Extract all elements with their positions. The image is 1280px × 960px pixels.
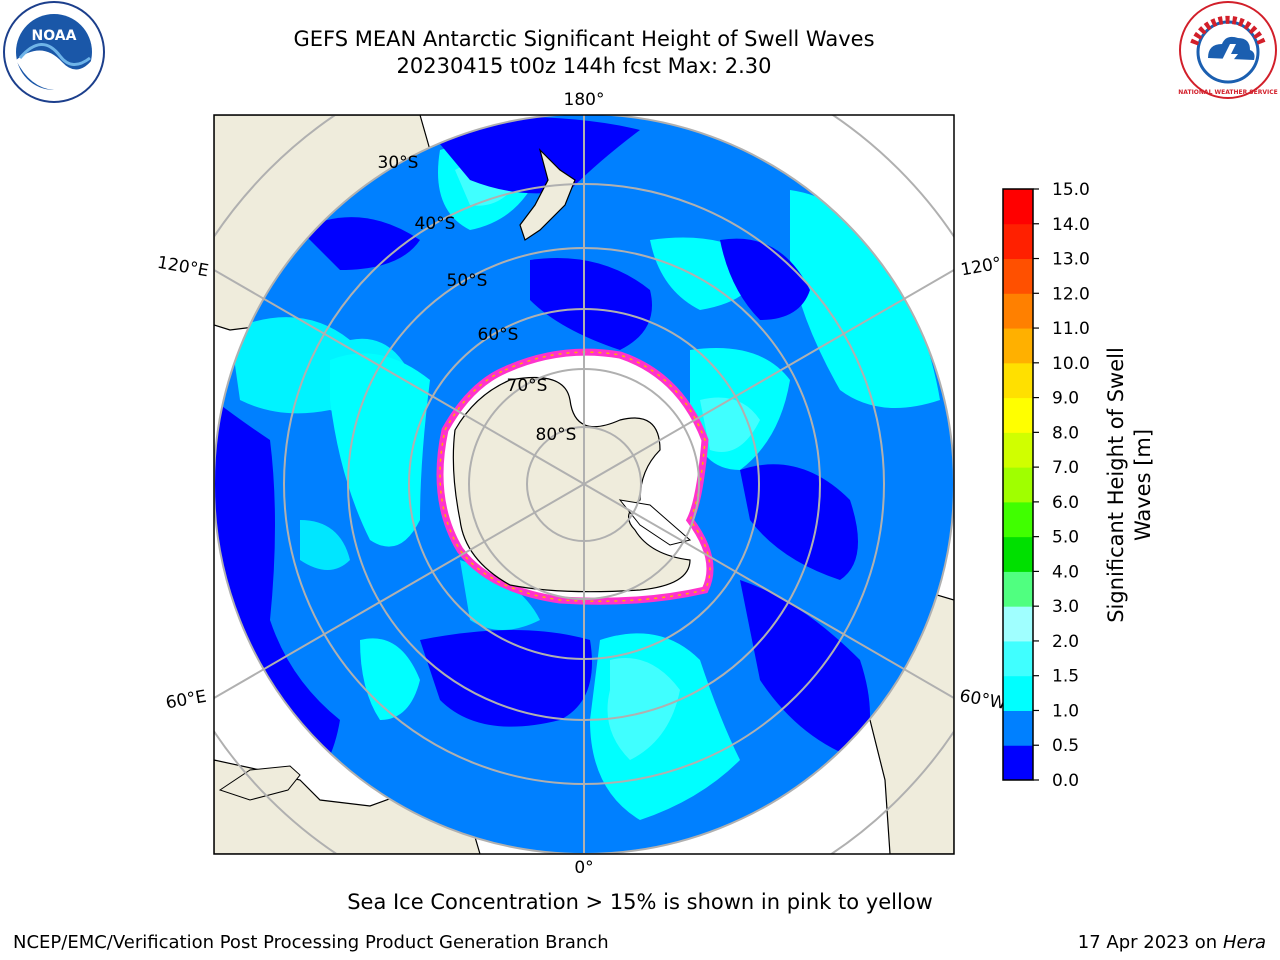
lon-label-120e: 120°E: [156, 253, 210, 282]
lat-label-80s: 80°S: [536, 425, 577, 445]
colorbar-tick-label: 13.0: [1052, 250, 1090, 270]
new-zealand-landmass: [519, 147, 576, 241]
colorbar-tick-label: 3.0: [1052, 597, 1079, 617]
noaa-logo-text: NOAA: [32, 28, 77, 44]
lat-label-50s: 50°S: [447, 271, 488, 291]
colorbar-frame: [1002, 188, 1034, 781]
nws-logo-text: NATIONAL WEATHER SERVICE: [1178, 89, 1277, 96]
colorbar-swatch: [1003, 536, 1033, 572]
colorbar-tick-label: 0.0: [1052, 771, 1079, 791]
colorbar-title-line2: Waves [m]: [1131, 429, 1155, 541]
colorbar-title-line1: Significant Height of Swell: [1104, 347, 1128, 623]
colorbar-swatch: [1003, 640, 1033, 677]
lon-label-180: 180°: [564, 90, 605, 110]
colorbar-swatch: [1003, 710, 1033, 746]
colorbar-tick-label: 0.5: [1052, 736, 1079, 756]
colorbar-tick-label: 1.5: [1052, 667, 1079, 687]
nws-logo: NATIONAL WEATHER SERVICE: [1178, 1, 1278, 99]
chart-title: GEFS MEAN Antarctic Significant Height o…: [293, 27, 875, 51]
footer-machine: Hera: [1222, 932, 1266, 953]
lon-label-0: 0°: [574, 858, 593, 878]
colorbar-swatch: [1003, 675, 1033, 711]
colorbar-tick-label: 12.0: [1052, 284, 1090, 304]
colorbar-swatch: [1003, 189, 1033, 225]
lon-label-60e: 60°E: [164, 687, 208, 714]
colorbar-swatch: [1003, 571, 1033, 607]
colorbar-swatch: [1003, 258, 1033, 294]
colorbar-tick-label: 10.0: [1052, 354, 1090, 374]
colorbar-swatch: [1003, 606, 1033, 642]
lat-label-40s: 40°S: [415, 214, 456, 234]
colorbar-tick-label: 5.0: [1052, 528, 1079, 548]
colorbar-swatch: [1003, 293, 1033, 329]
colorbar-swatch: [1003, 467, 1033, 503]
map-frame: [213, 114, 955, 855]
lat-label-30s: 30°S: [378, 153, 419, 173]
colorbar-swatch: [1003, 223, 1033, 260]
colorbar-tick-label: 7.0: [1052, 458, 1079, 478]
colorbar-tick-label: 1.0: [1052, 701, 1079, 721]
madagascar-island: [218, 765, 301, 801]
colorbar-swatch: [1003, 745, 1033, 781]
footer-date: 17 Apr 2023 on Hera: [1078, 932, 1266, 953]
colorbar-swatch: [1003, 397, 1033, 433]
footer-credit: NCEP/EMC/Verification Post Processing Pr…: [13, 932, 609, 953]
colorbar-tick-label: 4.0: [1052, 562, 1079, 582]
colorbar-swatch: [1003, 501, 1033, 538]
colorbar-tick-label: 9.0: [1052, 389, 1079, 409]
colorbar-tick-label: 2.0: [1052, 632, 1079, 652]
lat-label-60s: 60°S: [478, 325, 519, 345]
graticule: [214, 115, 954, 854]
sea-ice-note: Sea Ice Concentration > 15% is shown in …: [347, 890, 933, 914]
colorbar-swatch: [1003, 328, 1033, 364]
colorbar: 0.0 0.5 1.0 1.5 2.0 3.0 4.0 5.0 6.0 7.0 8.0 9.0 10.0…: [1002, 180, 1090, 791]
colorbar-tick-label: 6.0: [1052, 493, 1079, 513]
colorbar-swatch: [1003, 362, 1033, 399]
noaa-logo: NOAA: [3, 1, 105, 103]
chart-subtitle: 20230415 t00z 144h fcst Max: 2.30: [396, 54, 772, 78]
colorbar-tick-label: 11.0: [1052, 319, 1090, 339]
lat-label-70s: 70°S: [507, 376, 548, 396]
colorbar-tick-label: 14.0: [1052, 215, 1090, 235]
footer-date-text: 17 Apr 2023 on: [1077, 932, 1223, 953]
lon-label-120w: 120°: [959, 254, 1003, 281]
colorbar-tick-label: 15.0: [1052, 180, 1090, 200]
colorbar-swatch: [1003, 432, 1033, 468]
map-area: [214, 115, 954, 854]
lon-label-60w: 60°W: [958, 686, 1008, 714]
antarctica-landmass: [452, 376, 691, 593]
colorbar-tick-label: 8.0: [1052, 423, 1079, 443]
